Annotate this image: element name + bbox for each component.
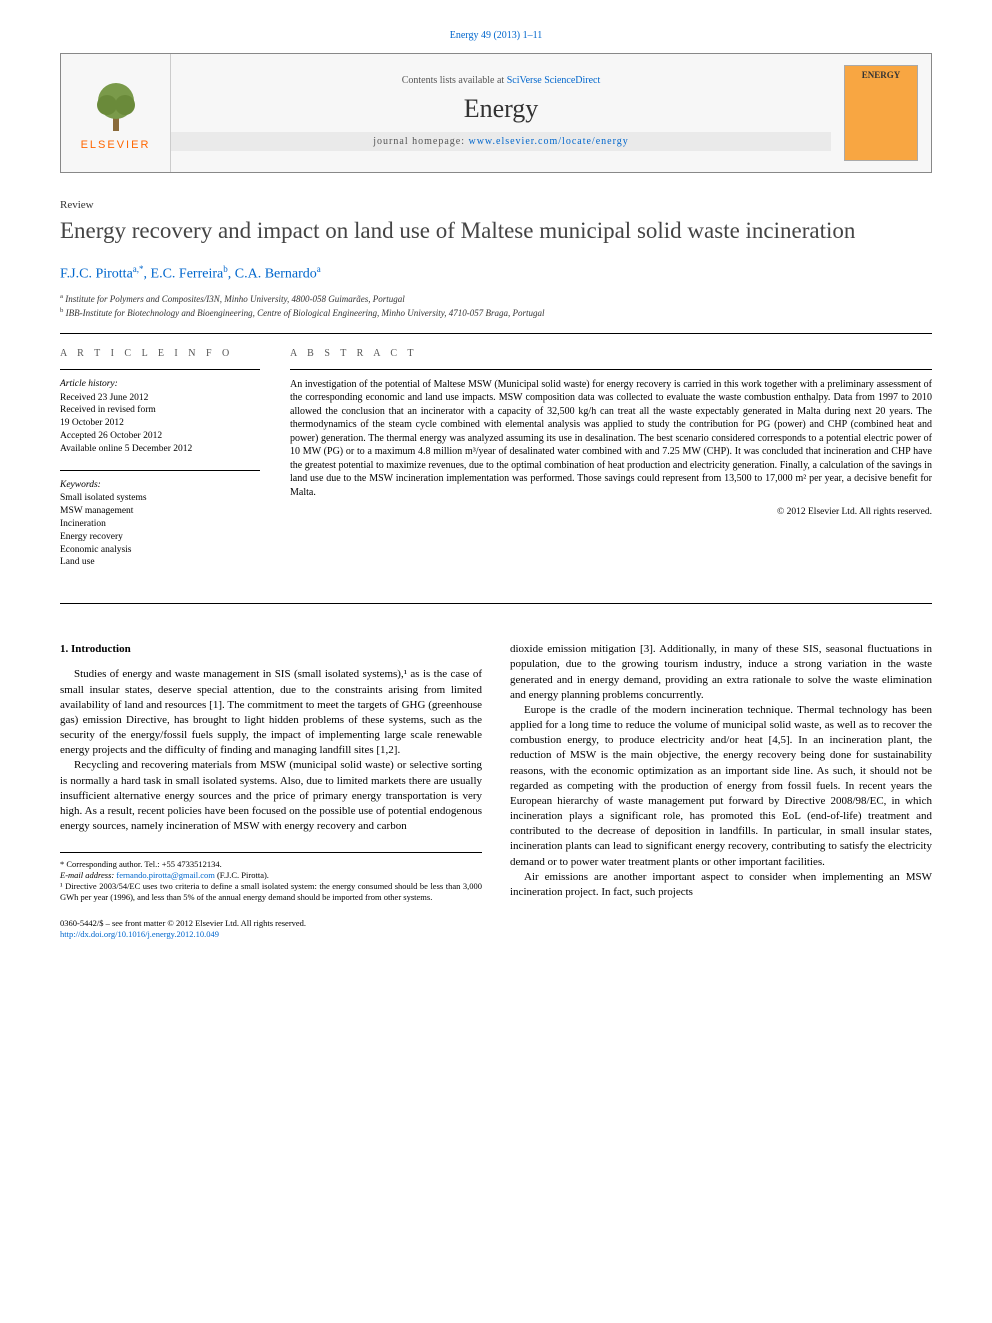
elsevier-tree-icon [91,75,141,135]
journal-cover-thumbnail: ENERGY [844,65,918,161]
cover-title: ENERGY [862,70,901,80]
article-meta-row: A R T I C L E I N F O Article history: R… [60,334,932,605]
history-line: Received 23 June 2012 [60,392,260,405]
author-3: C.A. Bernardo [235,266,317,281]
author-2: E.C. Ferreira [151,266,224,281]
masthead-center: Contents lists available at SciVerse Sci… [171,54,831,172]
journal-homepage-line: journal homepage: www.elsevier.com/locat… [171,132,831,151]
body-paragraph: Recycling and recovering materials from … [60,758,482,834]
body-column-left: 1. Introduction Studies of energy and wa… [60,642,482,903]
keyword: MSW management [60,505,260,518]
author-email-link[interactable]: fernando.pirotta@gmail.com [116,870,214,880]
keyword: Economic analysis [60,544,260,557]
info-rule [60,369,260,370]
abstract-rule [290,369,932,370]
journal-name: Energy [464,94,539,124]
body-paragraph: Europe is the cradle of the modern incin… [510,703,932,870]
section-1-heading: 1. Introduction [60,642,482,657]
affiliation-a: a Institute for Polymers and Composites/… [60,292,932,305]
body-columns: 1. Introduction Studies of energy and wa… [60,642,932,903]
author-list: F.J.C. Pirottaa,*, E.C. Ferreirab, C.A. … [60,264,932,283]
cover-thumbnail-block: ENERGY [831,54,931,172]
body-column-right: dioxide emission mitigation [3]. Additio… [510,642,932,903]
abstract-text: An investigation of the potential of Mal… [290,378,932,500]
keyword: Land use [60,556,260,569]
citation-link[interactable]: Energy 49 (2013) 1–11 [450,30,543,41]
keyword: Small isolated systems [60,492,260,505]
article-info-heading: A R T I C L E I N F O [60,348,260,359]
history-line: Available online 5 December 2012 [60,443,260,456]
body-paragraph: Air emissions are another important aspe… [510,870,932,900]
abstract-column: A B S T R A C T An investigation of the … [290,348,932,584]
email-tail: (F.J.C. Pirotta). [215,870,269,880]
publisher-logo-block: ELSEVIER [61,54,171,172]
footnotes-block: * Corresponding author. Tel.: +55 473351… [60,852,482,903]
keywords-label: Keywords: [60,479,260,492]
footnote-1: ¹ Directive 2003/54/EC uses two criteria… [60,881,482,903]
affiliation-b: b IBB-Institute for Biotechnology and Bi… [60,306,932,319]
keywords-block: Keywords: Small isolated systems MSW man… [60,479,260,570]
email-label: E-mail address: [60,870,116,880]
sciencedirect-link[interactable]: SciVerse ScienceDirect [507,75,601,86]
front-matter-line: 0360-5442/$ – see front matter © 2012 El… [60,918,932,929]
history-line: Accepted 26 October 2012 [60,430,260,443]
doi-link[interactable]: http://dx.doi.org/10.1016/j.energy.2012.… [60,929,219,939]
history-line: Received in revised form [60,404,260,417]
author-3-sup: a [317,264,321,274]
keyword: Incineration [60,518,260,531]
affiliations: a Institute for Polymers and Composites/… [60,292,932,318]
abstract-copyright: © 2012 Elsevier Ltd. All rights reserved… [290,507,932,517]
journal-homepage-link[interactable]: www.elsevier.com/locate/energy [468,136,628,147]
contents-available: Contents lists available at SciVerse Sci… [402,75,601,86]
email-line: E-mail address: fernando.pirotta@gmail.c… [60,870,482,881]
article-type: Review [60,199,932,211]
article-info-column: A R T I C L E I N F O Article history: R… [60,348,260,584]
history-label: Article history: [60,378,260,391]
page-footer: 0360-5442/$ – see front matter © 2012 El… [60,918,932,940]
journal-masthead: ELSEVIER Contents lists available at Sci… [60,53,932,173]
body-paragraph: dioxide emission mitigation [3]. Additio… [510,642,932,703]
keywords-rule [60,470,260,471]
history-line: 19 October 2012 [60,417,260,430]
article-history: Article history: Received 23 June 2012 R… [60,378,260,456]
abstract-heading: A B S T R A C T [290,348,932,359]
contents-text: Contents lists available at [402,75,507,86]
body-paragraph: Studies of energy and waste management i… [60,667,482,758]
author-1-sup: a,* [133,264,144,274]
header-citation: Energy 49 (2013) 1–11 [60,30,932,41]
author-1: F.J.C. Pirotta [60,266,133,281]
keyword: Energy recovery [60,531,260,544]
publisher-name: ELSEVIER [81,139,151,151]
article-title: Energy recovery and impact on land use o… [60,217,932,246]
corresponding-author: * Corresponding author. Tel.: +55 473351… [60,859,482,870]
author-2-sup: b [223,264,228,274]
homepage-prefix: journal homepage: [373,136,468,147]
